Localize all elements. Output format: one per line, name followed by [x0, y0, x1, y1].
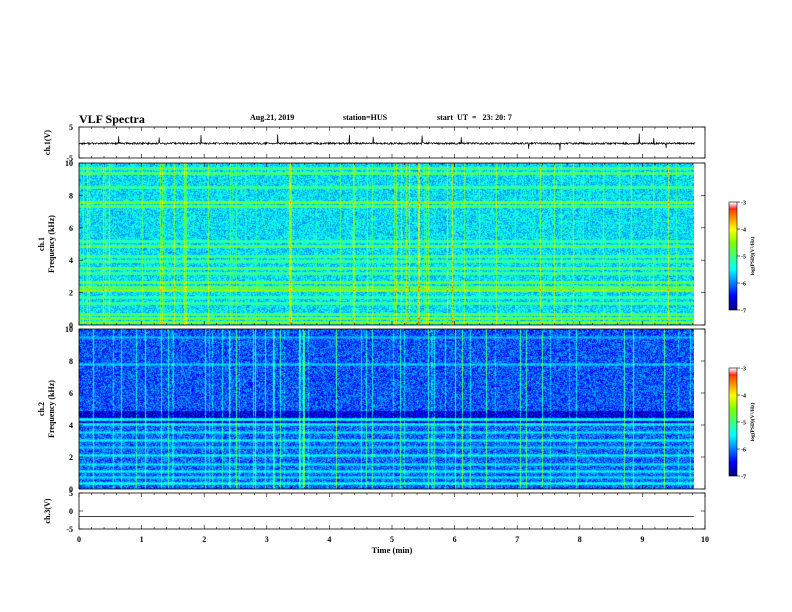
x-tick-label: 9	[640, 535, 644, 544]
colorbar-tick-label: -6	[741, 448, 746, 454]
colorbar-ch2	[729, 368, 737, 476]
spectrogram-ch2	[79, 329, 694, 489]
spectrogram-ch1	[79, 163, 694, 325]
y-axis-label: Frequency (kHz)	[47, 380, 56, 438]
colorbar-tick-label: -7	[741, 309, 746, 315]
x-tick-label: 2	[202, 535, 206, 544]
colorbar-tick-label: -4	[741, 394, 746, 400]
y-tick-label: -5	[66, 525, 73, 534]
y-tick-label: 4	[69, 256, 73, 265]
y-tick-label: 10	[65, 159, 73, 168]
x-tick-label: 8	[578, 535, 582, 544]
start-time-label: start UT = 23: 20: 7	[437, 113, 512, 122]
colorbar-tick-label: -5	[741, 255, 746, 261]
x-tick-label: 7	[515, 535, 519, 544]
y-axis-label: ch.2	[37, 402, 46, 416]
x-axis-label: Time (min)	[372, 545, 413, 555]
y-tick-label: 0	[69, 507, 73, 516]
x-tick-label: 6	[453, 535, 457, 544]
y-tick-label: 5	[69, 489, 73, 498]
y-tick-label: -5	[66, 154, 73, 163]
y-tick-label: 8	[69, 191, 73, 200]
colorbar-tick-label: -6	[741, 282, 746, 288]
y-tick-label: 2	[69, 289, 73, 298]
x-tick-label: 0	[77, 535, 81, 544]
date-label: Aug.21, 2019	[250, 113, 295, 122]
y-tick-label: 6	[69, 389, 73, 398]
y-tick-label: 2	[69, 453, 73, 462]
y-tick-label: 4	[69, 421, 73, 430]
y-tick-label: 6	[69, 224, 73, 233]
colorbar-label: log(PSD)(V²/Hz)	[749, 403, 756, 442]
x-tick-label: 5	[390, 535, 394, 544]
x-tick-label: 10	[701, 535, 709, 544]
ch1-waveform-trace	[79, 133, 696, 151]
panel-frame-4	[78, 492, 706, 530]
x-tick-label: 3	[265, 535, 269, 544]
colorbar-label: log(PSD)(V²/Hz)	[749, 237, 756, 276]
colorbar-tick-label: -3	[741, 367, 746, 373]
y-axis-label: ch.1	[37, 237, 46, 251]
x-tick-label: 1	[140, 535, 144, 544]
station-label: station=HUS	[343, 113, 388, 122]
y-tick-label: 0	[69, 485, 73, 494]
colorbar-ch1	[729, 202, 737, 310]
y-axis-label: Frequency (kHz)	[47, 215, 56, 273]
y-tick-label: 5	[69, 123, 73, 132]
y-tick-label: 0	[69, 321, 73, 330]
colorbar-tick-label: -3	[741, 201, 746, 207]
y-axis-label: ch.1(V)	[43, 130, 52, 155]
chart-title: VLF Spectra	[79, 112, 145, 126]
y-tick-label: 10	[65, 325, 73, 334]
x-tick-label: 4	[327, 535, 331, 544]
colorbar-tick-label: -7	[741, 475, 746, 481]
y-tick-label: 8	[69, 357, 73, 366]
colorbar-tick-label: -5	[741, 421, 746, 427]
colorbar-tick-label: -4	[741, 228, 746, 234]
y-axis-label: ch.3(V)	[43, 498, 52, 523]
